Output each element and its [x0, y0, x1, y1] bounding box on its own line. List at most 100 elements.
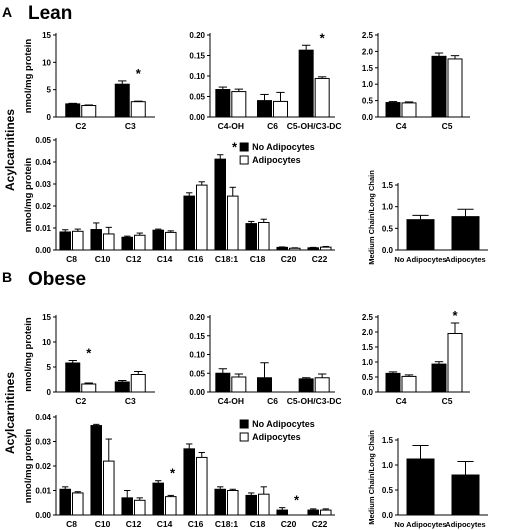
y-tick-label: 0.0 — [362, 388, 374, 397]
acylcarnitines-label-a: Acylcarnitines — [3, 109, 17, 191]
x-tick-label: C5 — [442, 396, 453, 406]
bar-adipocytes — [165, 496, 177, 516]
x-tick-label: C3 — [125, 396, 136, 406]
bar-adipocytes — [103, 233, 115, 251]
y-tick-label: 0.5 — [382, 486, 394, 495]
y-tick-label: 0.10 — [189, 351, 205, 360]
chart-b-7: 0.0 0.5 1.0 1.5 2.0 2.5 C4 C5 * — [362, 308, 470, 406]
x-tick-label: C18:1 — [215, 254, 238, 264]
y-tick-label: 0.10 — [189, 72, 205, 81]
y-axis-title: Medium Chain/Long Chain — [367, 430, 376, 525]
legend-swatch-no-adipocytes — [239, 142, 249, 152]
bar-no-adipocytes — [152, 482, 165, 516]
bar-no-adipocytes — [214, 488, 227, 516]
bar-no-adipocytes — [90, 425, 102, 516]
bar-no-adipocytes — [451, 216, 480, 251]
y-tick-label: 1.0 — [362, 358, 374, 367]
y-tick-label: 1.5 — [382, 436, 394, 445]
bar-no-adipocytes — [385, 372, 401, 393]
panel-title-lean: Lean — [28, 3, 72, 24]
bar-no-adipocytes — [214, 158, 227, 251]
bar-adipocytes — [258, 493, 270, 516]
y-tick-label: 0.03 — [35, 438, 51, 447]
bar-no-adipocytes — [307, 247, 319, 251]
y-tick-label: 10 — [42, 338, 51, 347]
y-tick-label: 0 — [47, 113, 52, 122]
significance-marker: * — [320, 30, 326, 45]
y-tick-label: 0.02 — [35, 202, 51, 211]
y-tick-label: 0.00 — [35, 246, 51, 255]
bar-adipocytes — [231, 91, 247, 118]
y-tick-label: 0.00 — [35, 511, 51, 520]
significance-marker: * — [452, 308, 458, 323]
y-tick-label: 0.5 — [362, 97, 374, 106]
y-axis-title: nmol/mg protein — [23, 158, 34, 233]
bar-no-adipocytes — [90, 229, 102, 251]
bar-no-adipocytes — [385, 102, 401, 118]
bar-no-adipocytes — [245, 223, 258, 251]
y-tick-label: 10 — [42, 58, 51, 67]
y-axis-title: nmol/mg protein — [23, 429, 34, 504]
bar-no-adipocytes — [431, 363, 447, 393]
y-tick-label: 0.05 — [189, 93, 205, 102]
y-tick-label: 0.15 — [189, 332, 205, 341]
y-tick-label: 5 — [47, 86, 52, 95]
bar-no-adipocytes — [276, 246, 288, 251]
bar-no-adipocytes — [406, 458, 435, 516]
y-tick-label: 0.04 — [35, 158, 51, 167]
chart-a-1: 0.00 0.05 0.10 0.15 0.20 C4-OH C6 C5-OH/C3-DC * — [189, 30, 341, 131]
y-tick-label: 0.5 — [362, 373, 374, 382]
y-tick-label: 0 — [47, 388, 52, 397]
y-tick-label: 2.5 — [362, 31, 374, 40]
chart-a-2: 0.0 0.5 1.0 1.5 2.0 2.5 C4 C5 — [362, 31, 470, 131]
legend-swatch-adipocytes — [239, 432, 249, 442]
x-tick-label: C14 — [157, 519, 173, 529]
x-tick-label: C5-OH/C3-DC — [287, 121, 342, 131]
legend: No Adipocytes Adipocytes — [239, 142, 315, 165]
panel-title-obese: Obese — [28, 269, 86, 290]
y-tick-label: 0.00 — [189, 388, 205, 397]
x-tick-label: C6 — [267, 396, 278, 406]
bar-no-adipocytes — [298, 378, 314, 393]
y-tick-label: 0.20 — [189, 31, 205, 40]
chart-b-9: 0.0 0.5 1.0 1.5 Medium Chain/Long Chain No Ad… — [367, 430, 488, 529]
bar-no-adipocytes — [114, 83, 130, 118]
bar-adipocytes — [81, 105, 97, 118]
y-tick-label: 0.15 — [189, 52, 205, 61]
x-tick-label: C8 — [66, 519, 77, 529]
y-tick-label: 1.0 — [382, 461, 394, 470]
legend-swatch-no-adipocytes — [239, 419, 249, 429]
x-tick-label: C8 — [66, 254, 77, 264]
legend-label-adipocytes: Adipocytes — [252, 155, 301, 165]
x-tick-label: C18:1 — [215, 519, 238, 529]
x-tick-label: C5 — [442, 121, 453, 131]
y-tick-label: 0.0 — [362, 113, 374, 122]
x-tick-label: C18 — [250, 519, 266, 529]
bar-no-adipocytes — [215, 89, 231, 118]
bar-adipocytes — [401, 375, 417, 393]
legend-swatch-adipocytes — [239, 155, 249, 165]
x-tick-label: C14 — [157, 254, 173, 264]
bar-no-adipocytes — [307, 509, 319, 516]
significance-marker: * — [86, 346, 92, 361]
legend-label-no-adipocytes: No Adipocytes — [252, 142, 315, 152]
chart-a-0: 0 5 10 15 nmol/mg protein C2 C3 * — [23, 31, 155, 131]
legend-label-no-adipocytes: No Adipocytes — [252, 419, 315, 429]
x-tick-label: Adipocytes — [445, 520, 485, 529]
y-tick-label: 0.04 — [35, 413, 51, 422]
x-tick-label: C4-OH — [218, 121, 244, 131]
bar-adipocytes — [165, 231, 177, 251]
chart-a-3: 0.00 0.01 0.02 0.03 0.04 0.05 nmol/mg protein C… — [23, 136, 335, 264]
significance-marker: * — [294, 493, 300, 508]
bar-no-adipocytes — [298, 49, 314, 118]
x-tick-label: C22 — [312, 254, 328, 264]
y-tick-label: 2.0 — [362, 328, 374, 337]
bar-adipocytes — [320, 509, 332, 516]
y-tick-label: 0.01 — [35, 487, 51, 496]
y-tick-label: 0.5 — [382, 224, 394, 233]
bar-adipocytes — [447, 333, 463, 393]
bar-adipocytes — [196, 184, 208, 251]
y-tick-label: 15 — [42, 31, 51, 40]
